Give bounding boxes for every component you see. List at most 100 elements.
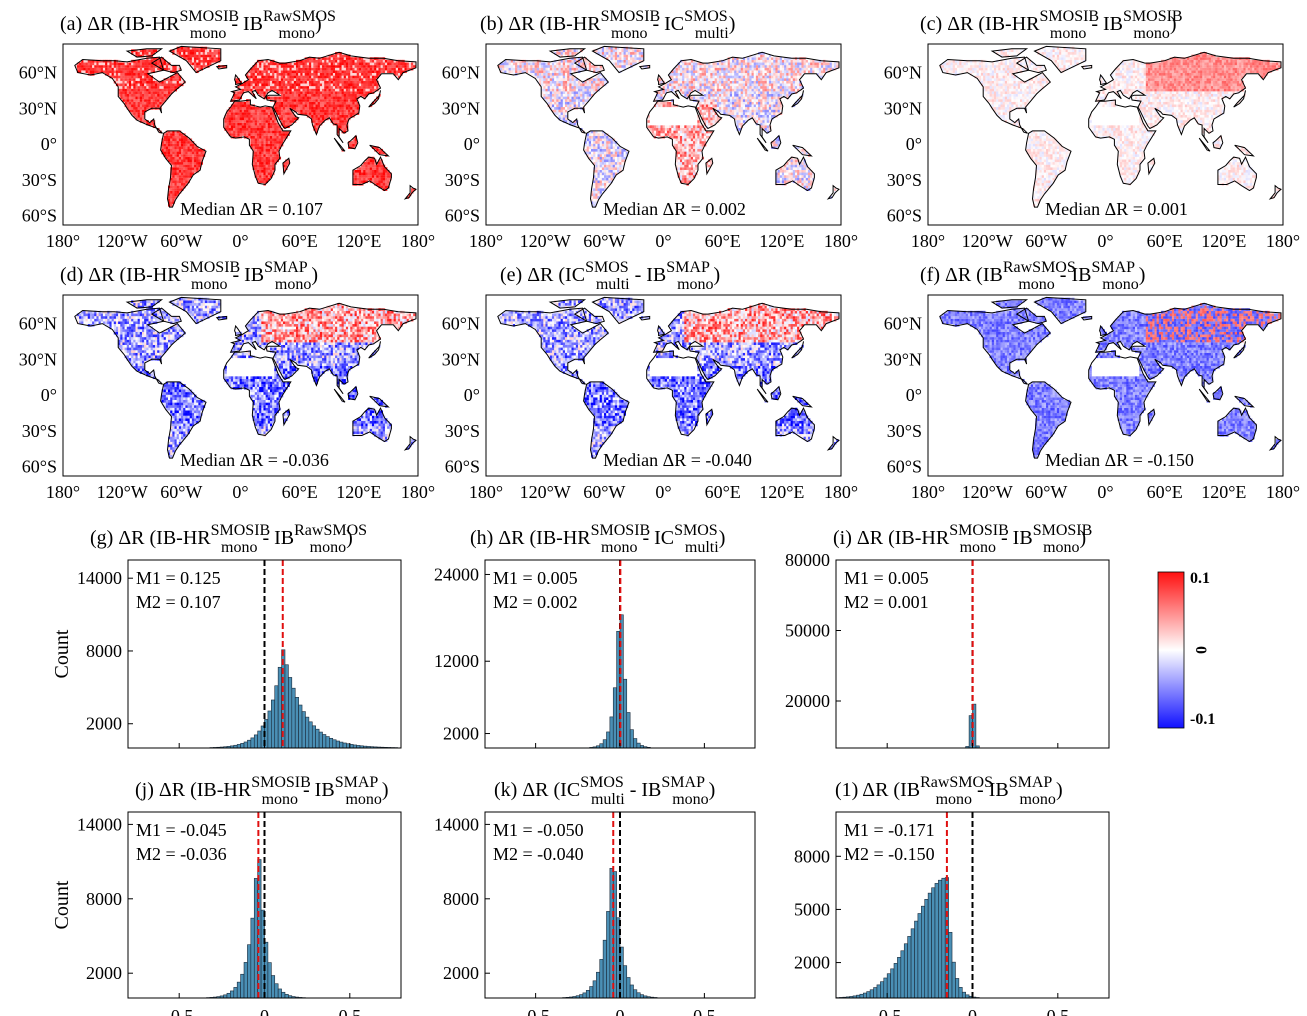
map-pixel — [692, 169, 696, 173]
map-pixel — [328, 109, 331, 113]
map-pixel — [189, 143, 193, 147]
map-pixel — [96, 67, 99, 71]
map-pixel — [326, 112, 329, 115]
map-pixel — [172, 148, 175, 152]
map-pixel — [732, 107, 735, 110]
map-pixel — [196, 67, 199, 71]
map-pixel — [324, 104, 327, 108]
map-pixel — [322, 109, 325, 113]
map-pixel — [150, 78, 154, 81]
map-pixel — [211, 51, 214, 55]
map-pixel — [150, 59, 154, 63]
map-pixel — [252, 65, 256, 68]
map-pixel — [558, 104, 561, 108]
map-pixel — [265, 164, 269, 168]
map-pixel — [163, 93, 167, 97]
map-pixel — [760, 101, 763, 105]
map-pixel — [701, 114, 705, 118]
map-pixel — [105, 65, 108, 68]
map-pixel — [250, 127, 253, 131]
map-pixel — [658, 96, 661, 100]
map-pixel — [287, 122, 290, 126]
map-pixel — [315, 93, 318, 97]
map-pixel — [348, 86, 351, 89]
map-pixel — [593, 91, 596, 94]
map-pixel — [708, 117, 711, 121]
map-pixel — [163, 80, 167, 84]
map-pixel — [361, 172, 364, 176]
map-pixel — [599, 190, 603, 194]
map-pixel — [183, 185, 186, 189]
map-pixel — [263, 114, 266, 118]
map-pixel — [250, 135, 253, 139]
map-pixel — [317, 67, 321, 71]
map-pixel — [619, 154, 622, 157]
map-pixel — [100, 59, 104, 63]
map-pixel — [146, 51, 149, 55]
map-pixel — [382, 177, 386, 181]
map-pixel — [274, 104, 277, 108]
map-pixel — [148, 57, 151, 60]
map-pixel — [239, 83, 242, 87]
map-pixel — [254, 175, 258, 178]
map-pixel — [779, 180, 783, 184]
map-pixel — [183, 180, 186, 184]
map-pixel — [688, 148, 692, 152]
map-pixel — [141, 101, 145, 105]
map-pixel — [202, 151, 206, 155]
map-pixel — [96, 62, 99, 66]
map-pixel — [276, 135, 279, 139]
map-pixel — [194, 67, 197, 71]
map-pixel — [96, 65, 99, 68]
map-pixel — [363, 57, 366, 60]
map-pixel — [256, 112, 260, 115]
map-pixel — [122, 65, 125, 68]
map-pixel — [287, 83, 290, 87]
map-pixel — [799, 146, 802, 149]
map-pixel — [317, 59, 321, 63]
map-pixel — [345, 86, 349, 89]
map-pixel — [235, 93, 238, 97]
map-pixel — [224, 125, 227, 129]
map-pixel — [562, 117, 566, 121]
map-pixel — [593, 203, 596, 207]
map-pixel — [376, 65, 379, 68]
map-pixel — [254, 117, 258, 121]
map-pixel — [784, 175, 787, 178]
map-pixel — [339, 117, 342, 121]
map-panels: (a) ΔR (IB-HRSMOSIB mono - IBRawSMOS mono)… — [19, 8, 1300, 502]
map-pixel — [170, 78, 173, 81]
map-pixel — [139, 78, 143, 81]
map-pixel — [163, 154, 167, 157]
map-pixel — [154, 65, 158, 68]
map-pixel — [298, 101, 301, 105]
map-pixel — [269, 146, 273, 149]
map-pixel — [146, 70, 149, 74]
map-pixel — [725, 107, 728, 110]
map-pixel — [124, 72, 128, 76]
map-pixel — [254, 114, 258, 118]
map-pixel — [786, 177, 789, 181]
map-pixel — [712, 91, 715, 94]
map-pixel — [254, 122, 258, 126]
map-pixel — [259, 138, 262, 142]
map-pixel — [196, 51, 199, 55]
map-pixel — [586, 96, 590, 100]
map-pixel — [751, 101, 754, 105]
map-pixel — [556, 104, 559, 108]
map-pixel — [282, 86, 286, 89]
map-pixel — [187, 162, 190, 165]
map-pixel — [170, 162, 173, 165]
map-pixel — [599, 146, 603, 149]
map-pixel — [764, 125, 767, 129]
map-pixel — [677, 167, 681, 170]
map-pixel — [326, 114, 329, 118]
map-pixel — [378, 175, 381, 178]
map-pixel — [267, 151, 271, 155]
map-pixel — [792, 169, 796, 173]
map-pixel — [549, 96, 553, 100]
map-pixel — [300, 112, 303, 115]
map-pixel — [120, 72, 123, 76]
map-pixel — [558, 101, 561, 105]
map-pixel — [762, 125, 765, 129]
